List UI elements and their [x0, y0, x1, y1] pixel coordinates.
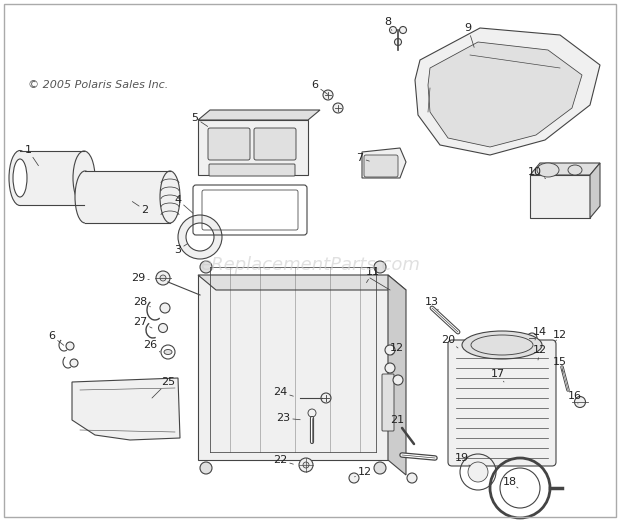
Circle shape: [385, 363, 395, 373]
Text: 7: 7: [356, 153, 370, 163]
Circle shape: [333, 103, 343, 113]
Text: 12: 12: [533, 345, 547, 360]
Text: 8: 8: [384, 17, 392, 30]
Text: 26: 26: [143, 340, 160, 352]
Polygon shape: [530, 163, 600, 175]
Ellipse shape: [160, 171, 180, 223]
Text: 9: 9: [464, 23, 474, 47]
Polygon shape: [428, 42, 582, 147]
Text: 27: 27: [133, 317, 152, 328]
Text: 20: 20: [441, 335, 458, 348]
Circle shape: [66, 342, 74, 350]
Polygon shape: [362, 148, 406, 178]
Ellipse shape: [537, 163, 559, 177]
Text: 18: 18: [503, 477, 518, 488]
Text: 10: 10: [528, 167, 546, 179]
Circle shape: [156, 271, 170, 285]
Circle shape: [575, 396, 585, 407]
Text: 12: 12: [355, 467, 372, 477]
Circle shape: [533, 347, 543, 357]
FancyBboxPatch shape: [382, 374, 394, 431]
Polygon shape: [388, 275, 406, 475]
Text: 16: 16: [568, 391, 582, 404]
Circle shape: [200, 261, 212, 273]
Circle shape: [186, 223, 214, 251]
Text: 12: 12: [553, 330, 567, 342]
Circle shape: [70, 359, 78, 367]
Text: eReplacementParts.com: eReplacementParts.com: [200, 256, 420, 274]
Polygon shape: [72, 378, 180, 440]
Text: 12: 12: [390, 343, 404, 355]
Text: 4: 4: [174, 195, 193, 213]
Ellipse shape: [73, 151, 95, 205]
Ellipse shape: [462, 331, 542, 359]
Polygon shape: [590, 163, 600, 218]
Polygon shape: [500, 375, 522, 395]
Text: 19: 19: [455, 453, 470, 466]
Circle shape: [393, 375, 403, 385]
Circle shape: [374, 462, 386, 474]
Circle shape: [527, 333, 537, 343]
Bar: [20, 151, 84, 205]
Polygon shape: [198, 120, 308, 175]
Ellipse shape: [568, 165, 582, 175]
Circle shape: [159, 324, 167, 332]
Text: 24: 24: [273, 387, 293, 397]
Text: 5: 5: [192, 113, 208, 127]
Text: 13: 13: [425, 297, 439, 310]
Ellipse shape: [75, 171, 95, 223]
Text: 22: 22: [273, 455, 293, 465]
Text: 28: 28: [133, 297, 151, 307]
Text: 25: 25: [152, 377, 175, 398]
Circle shape: [407, 473, 417, 483]
Circle shape: [160, 303, 170, 313]
FancyBboxPatch shape: [364, 155, 398, 177]
Circle shape: [468, 462, 488, 482]
Circle shape: [374, 261, 386, 273]
Text: 2: 2: [132, 202, 149, 215]
Text: 6: 6: [48, 331, 64, 345]
Circle shape: [160, 275, 166, 281]
FancyBboxPatch shape: [208, 128, 250, 160]
FancyBboxPatch shape: [209, 164, 295, 176]
Text: 23: 23: [276, 413, 300, 423]
Text: 21: 21: [390, 415, 404, 428]
Text: 15: 15: [553, 357, 567, 372]
Circle shape: [178, 215, 222, 259]
Ellipse shape: [9, 151, 31, 205]
Polygon shape: [530, 175, 590, 218]
Circle shape: [323, 90, 333, 100]
Circle shape: [299, 458, 313, 472]
Polygon shape: [415, 28, 600, 155]
Text: 3: 3: [174, 243, 188, 255]
Circle shape: [303, 462, 309, 468]
Ellipse shape: [164, 350, 172, 354]
Circle shape: [200, 462, 212, 474]
Text: 17: 17: [491, 369, 505, 382]
Polygon shape: [198, 275, 388, 460]
Circle shape: [394, 39, 402, 45]
Text: © 2005 Polaris Sales Inc.: © 2005 Polaris Sales Inc.: [28, 80, 168, 90]
Bar: [85, 171, 170, 223]
Circle shape: [321, 393, 331, 403]
Circle shape: [349, 473, 359, 483]
Circle shape: [389, 27, 397, 33]
FancyBboxPatch shape: [448, 340, 556, 466]
Polygon shape: [198, 275, 406, 290]
Circle shape: [399, 27, 407, 33]
Text: 6: 6: [311, 80, 328, 94]
FancyBboxPatch shape: [254, 128, 296, 160]
Text: 29: 29: [131, 273, 149, 283]
Circle shape: [385, 345, 395, 355]
Ellipse shape: [13, 159, 27, 197]
Text: 11: 11: [366, 267, 380, 282]
Text: 14: 14: [533, 327, 547, 340]
Polygon shape: [198, 110, 320, 120]
Text: 1: 1: [25, 145, 38, 166]
